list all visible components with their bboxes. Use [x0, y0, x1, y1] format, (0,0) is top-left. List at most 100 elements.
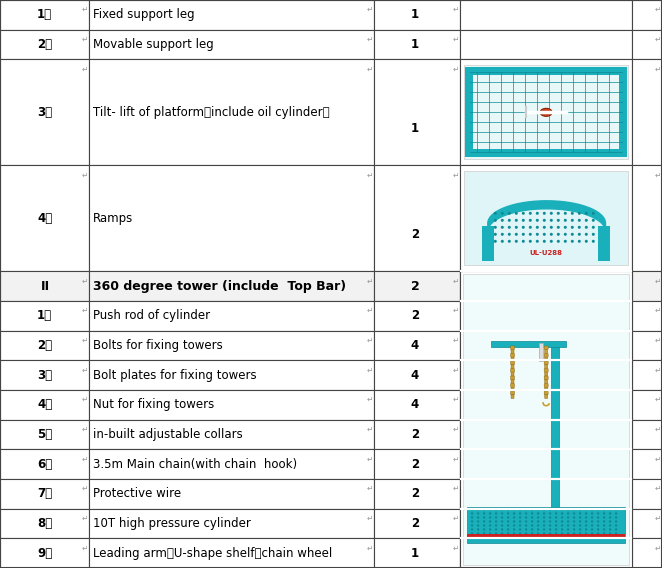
Circle shape	[519, 512, 521, 515]
Circle shape	[525, 528, 528, 531]
Circle shape	[579, 508, 581, 511]
Circle shape	[471, 532, 473, 534]
Circle shape	[555, 512, 557, 515]
Circle shape	[508, 226, 511, 229]
Circle shape	[477, 512, 479, 515]
Bar	[374, 449, 460, 479]
Circle shape	[489, 528, 491, 531]
Text: 7）: 7）	[37, 487, 52, 500]
Circle shape	[507, 532, 509, 534]
Circle shape	[483, 524, 485, 527]
Circle shape	[555, 508, 557, 511]
FancyBboxPatch shape	[510, 346, 514, 349]
Circle shape	[519, 508, 521, 511]
Bar	[0, 331, 89, 360]
Circle shape	[515, 226, 518, 229]
FancyBboxPatch shape	[510, 353, 514, 357]
Bar	[89, 272, 374, 301]
FancyBboxPatch shape	[545, 357, 547, 361]
Circle shape	[603, 524, 605, 527]
Text: Bolt plates for fixing towers: Bolt plates for fixing towers	[93, 369, 257, 382]
Circle shape	[501, 524, 503, 527]
Text: ↵: ↵	[655, 395, 661, 404]
Circle shape	[591, 516, 593, 519]
Text: Ramps: Ramps	[93, 212, 134, 225]
Circle shape	[537, 520, 540, 523]
Text: ↵: ↵	[453, 484, 459, 493]
Text: ↵: ↵	[655, 35, 661, 44]
Text: Bolts for fixing towers: Bolts for fixing towers	[93, 339, 223, 352]
Text: 2: 2	[411, 458, 419, 471]
Circle shape	[549, 508, 551, 511]
Circle shape	[573, 528, 575, 531]
Circle shape	[557, 233, 560, 236]
Circle shape	[495, 536, 497, 538]
Circle shape	[525, 508, 528, 511]
Circle shape	[537, 508, 540, 511]
Circle shape	[537, 512, 540, 515]
Text: ↵: ↵	[655, 425, 661, 433]
Circle shape	[477, 524, 479, 527]
Circle shape	[495, 516, 497, 519]
FancyBboxPatch shape	[545, 395, 547, 399]
Circle shape	[501, 226, 504, 229]
Circle shape	[536, 233, 539, 236]
Bar	[551, 346, 559, 507]
Text: ↵: ↵	[367, 425, 373, 433]
Circle shape	[585, 536, 587, 538]
Text: ↵: ↵	[82, 365, 88, 374]
Circle shape	[513, 532, 515, 534]
FancyBboxPatch shape	[511, 357, 514, 361]
Circle shape	[507, 516, 509, 519]
Circle shape	[525, 512, 528, 515]
Text: ↵: ↵	[453, 454, 459, 463]
Ellipse shape	[540, 108, 552, 116]
Circle shape	[495, 532, 497, 534]
Circle shape	[531, 516, 534, 519]
Circle shape	[561, 524, 563, 527]
Circle shape	[573, 512, 575, 515]
Circle shape	[471, 512, 473, 515]
Circle shape	[519, 528, 521, 531]
Text: ↵: ↵	[453, 395, 459, 404]
Circle shape	[501, 516, 503, 519]
Text: 3）: 3）	[37, 369, 52, 382]
Text: 1: 1	[411, 122, 419, 135]
Circle shape	[557, 226, 560, 229]
Circle shape	[591, 528, 593, 531]
Circle shape	[529, 233, 532, 236]
Circle shape	[578, 226, 581, 229]
Circle shape	[561, 536, 563, 538]
Bar	[460, 272, 632, 301]
Text: Movable support leg: Movable support leg	[93, 38, 214, 51]
Bar	[89, 0, 374, 30]
FancyBboxPatch shape	[544, 369, 548, 372]
Circle shape	[564, 233, 567, 236]
Text: ↵: ↵	[82, 544, 88, 552]
Circle shape	[501, 512, 503, 515]
Text: ↵: ↵	[367, 454, 373, 463]
Circle shape	[615, 528, 617, 531]
Text: Nut for fixing towers: Nut for fixing towers	[93, 398, 214, 411]
Circle shape	[609, 528, 611, 531]
Text: ↵: ↵	[655, 484, 661, 493]
Circle shape	[597, 524, 599, 527]
Text: Fixed support leg: Fixed support leg	[93, 9, 195, 22]
Text: 5）: 5）	[37, 428, 52, 441]
Text: 2: 2	[410, 279, 420, 293]
Bar	[89, 301, 374, 331]
Circle shape	[579, 528, 581, 531]
Circle shape	[543, 520, 545, 523]
Bar	[374, 420, 460, 449]
Circle shape	[615, 536, 617, 538]
Bar	[460, 390, 632, 420]
Text: ↵: ↵	[655, 170, 661, 179]
Circle shape	[603, 508, 605, 511]
Circle shape	[477, 536, 479, 538]
Text: ↵: ↵	[367, 544, 373, 552]
Circle shape	[571, 212, 574, 215]
Circle shape	[564, 240, 567, 243]
Circle shape	[561, 516, 563, 519]
Circle shape	[597, 520, 599, 523]
Circle shape	[609, 532, 611, 534]
